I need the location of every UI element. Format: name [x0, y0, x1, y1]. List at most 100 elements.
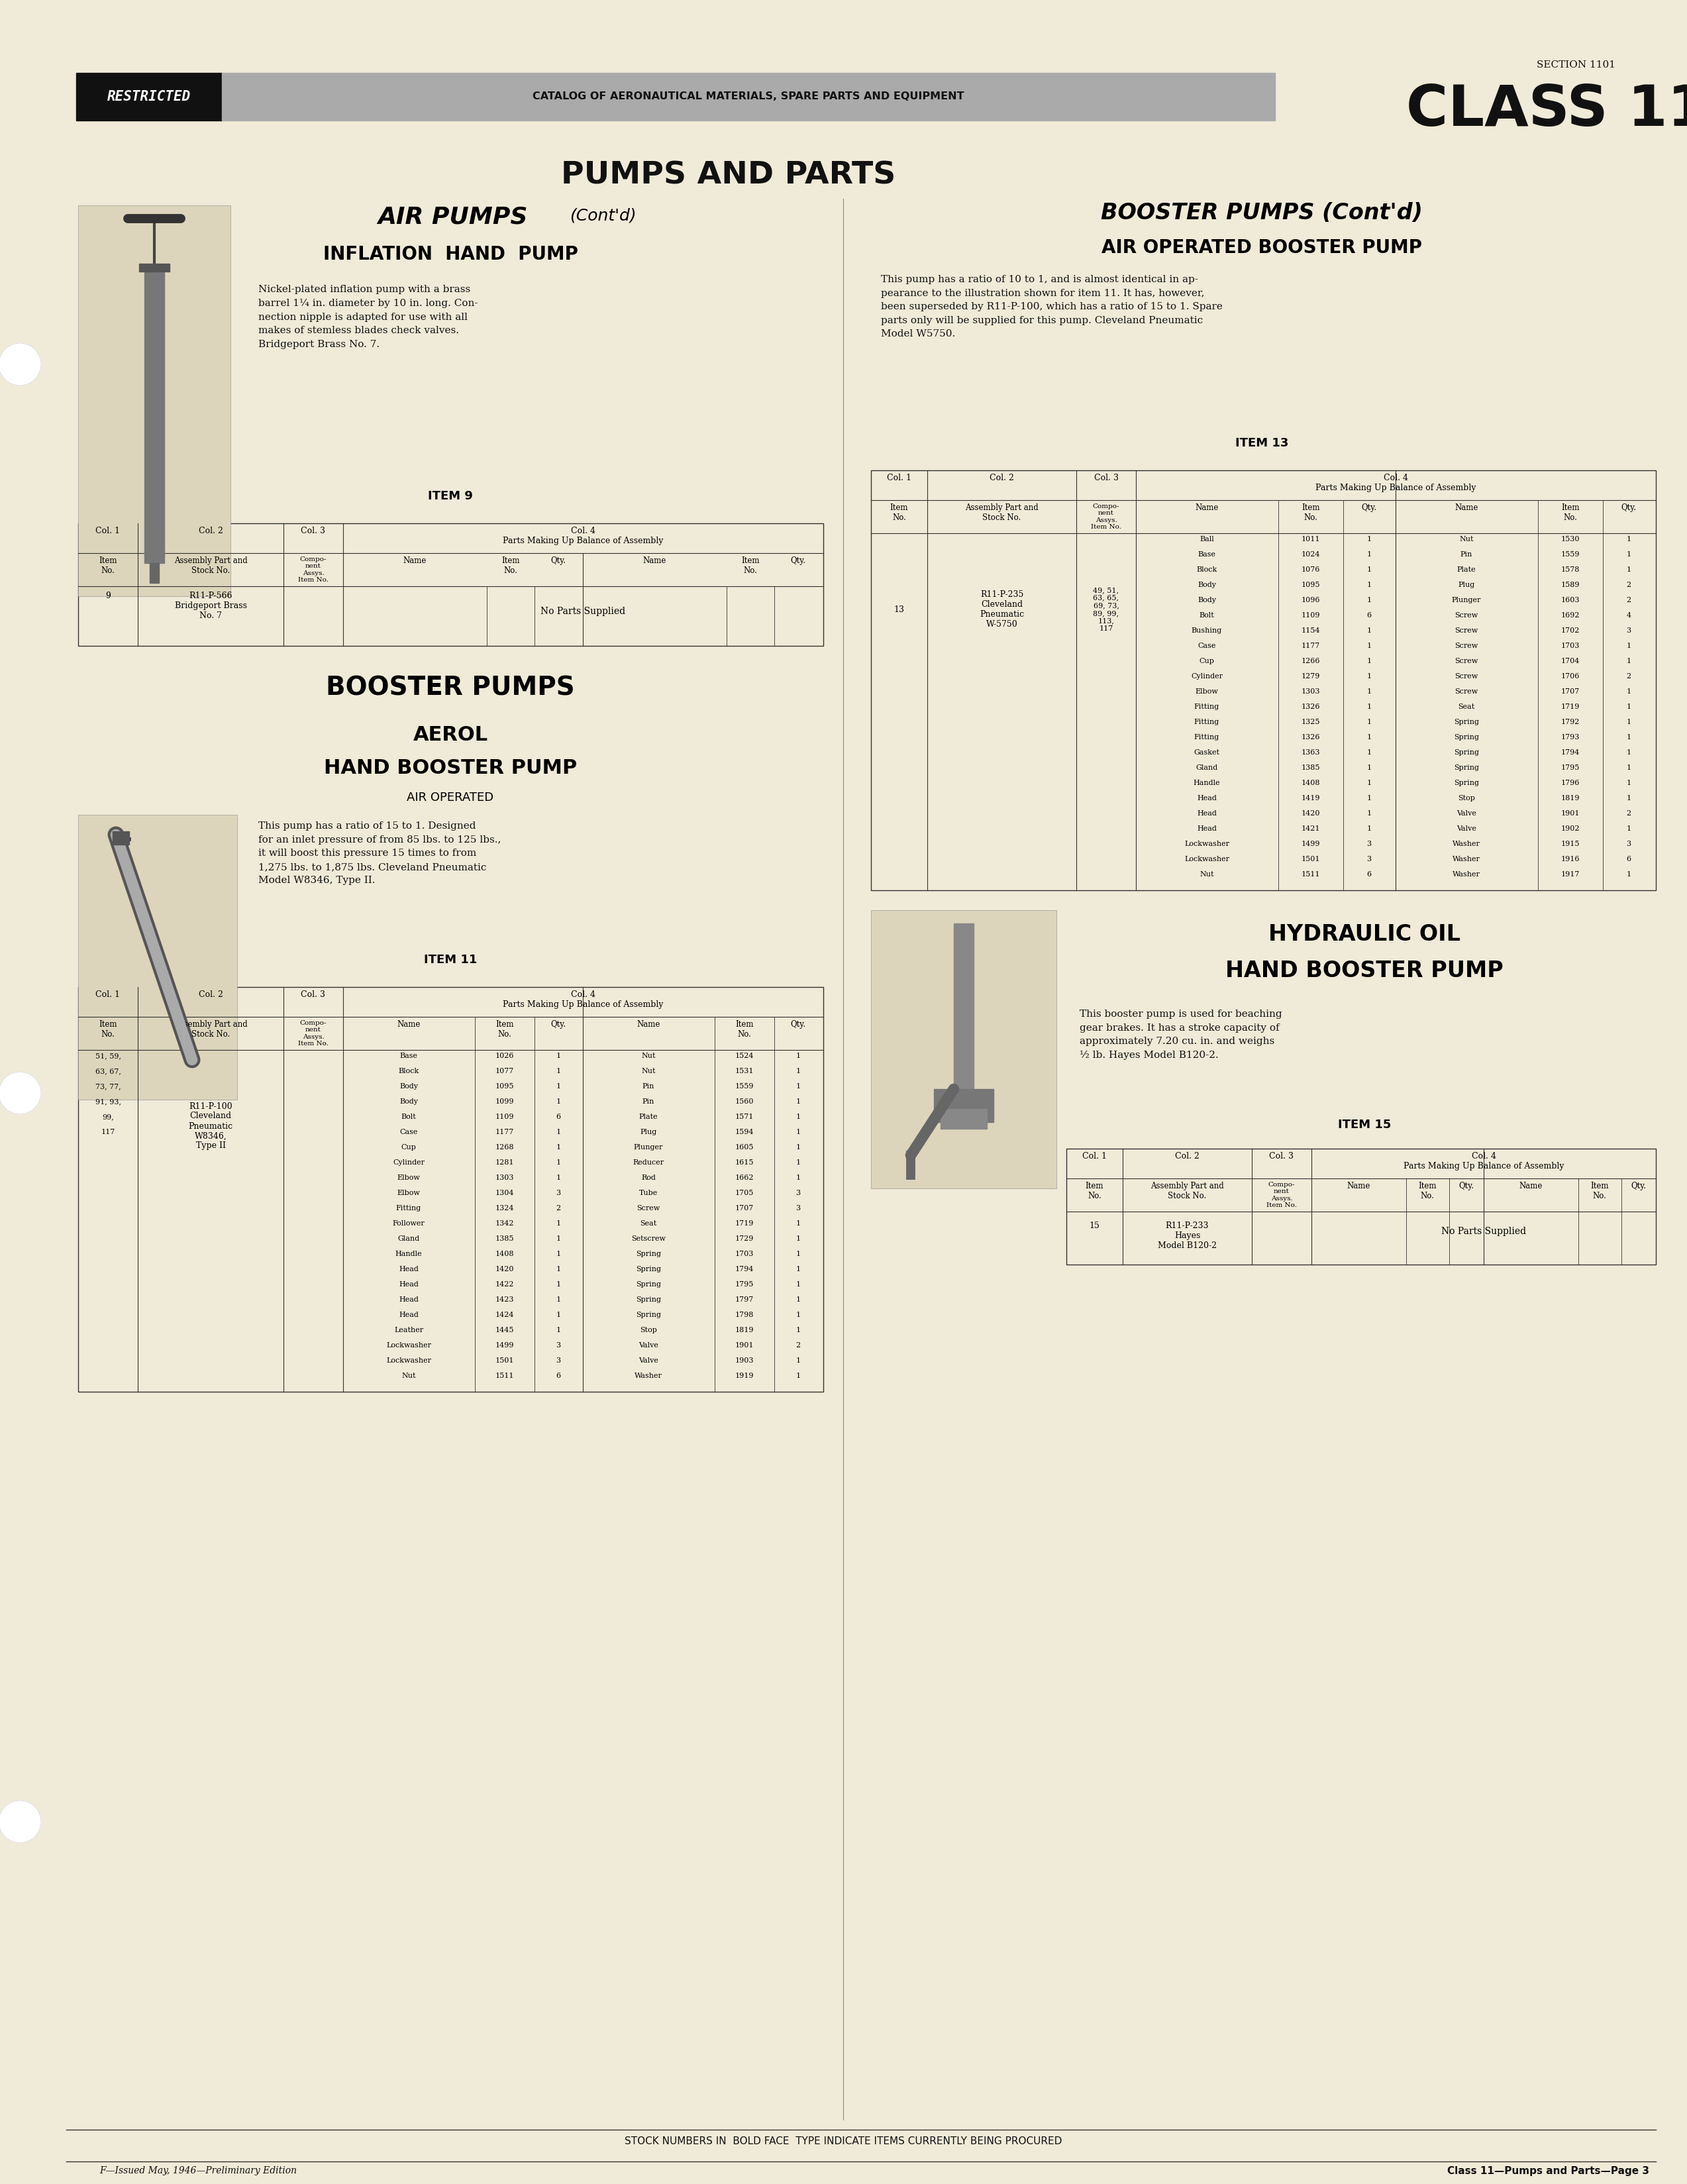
Text: 1560: 1560 [736, 1099, 754, 1105]
Text: 2: 2 [796, 1341, 801, 1350]
Text: Assembly Part and
Stock No.: Assembly Part and Stock No. [965, 505, 1039, 522]
Text: 49, 51,
63, 65,
69, 73,
89, 99,
113,
117: 49, 51, 63, 65, 69, 73, 89, 99, 113, 117 [1093, 587, 1118, 631]
Text: AEROL: AEROL [413, 725, 488, 745]
Text: Valve: Valve [639, 1341, 658, 1350]
Text: 1: 1 [1366, 596, 1372, 603]
Text: 2: 2 [557, 1206, 560, 1212]
Text: Gasket: Gasket [1194, 749, 1220, 756]
Text: 1719: 1719 [1560, 703, 1579, 710]
Text: Lockwasher: Lockwasher [1184, 841, 1230, 847]
Text: Parts Making Up Balance of Assembly: Parts Making Up Balance of Assembly [1404, 1162, 1564, 1171]
Text: 1: 1 [796, 1114, 801, 1120]
Text: 1: 1 [1366, 719, 1372, 725]
Text: 1707: 1707 [1560, 688, 1579, 695]
Text: 1: 1 [557, 1068, 560, 1075]
Text: 1794: 1794 [1560, 749, 1579, 756]
Text: 1: 1 [796, 1372, 801, 1378]
Text: Screw: Screw [1454, 688, 1478, 695]
Text: 1: 1 [1626, 642, 1631, 649]
Text: Stop: Stop [639, 1328, 656, 1334]
Text: 6: 6 [557, 1114, 560, 1120]
Text: 1792: 1792 [1560, 719, 1579, 725]
Text: 1603: 1603 [1560, 596, 1579, 603]
Text: Base: Base [400, 1053, 418, 1059]
Text: Screw: Screw [1454, 627, 1478, 633]
Bar [870, 470, 1657, 891]
Text: 3: 3 [796, 1190, 801, 1197]
Text: Follower: Follower [393, 1221, 425, 1227]
Text: 1420: 1420 [1301, 810, 1321, 817]
Text: 1: 1 [1366, 642, 1372, 649]
Text: 1719: 1719 [736, 1221, 754, 1227]
Text: Bushing: Bushing [1191, 627, 1221, 633]
Text: 1096: 1096 [1301, 596, 1321, 603]
Text: 1796: 1796 [1560, 780, 1579, 786]
Text: Compo-
nent
Assys.
Item No.: Compo- nent Assys. Item No. [299, 1020, 329, 1046]
Text: 1077: 1077 [496, 1068, 515, 1075]
Circle shape [0, 1072, 40, 1114]
Text: 1: 1 [1626, 550, 1631, 557]
Text: Block: Block [398, 1068, 418, 1075]
Text: Head: Head [398, 1282, 418, 1289]
Bar [870, 911, 1056, 1188]
Text: 1530: 1530 [1560, 535, 1579, 542]
Text: Qty.: Qty. [1361, 505, 1377, 511]
Text: 1819: 1819 [1560, 795, 1579, 802]
Text: 1: 1 [1626, 688, 1631, 695]
Text: 1: 1 [1366, 673, 1372, 679]
Text: No Parts Supplied: No Parts Supplied [542, 607, 626, 616]
Text: Item
No.: Item No. [1085, 1182, 1103, 1201]
Text: Head: Head [1196, 810, 1216, 817]
Text: Col. 4: Col. 4 [1471, 1151, 1496, 1160]
Text: Washer: Washer [1453, 841, 1479, 847]
Text: ITEM 9: ITEM 9 [428, 489, 472, 502]
Text: CATALOG OF AERONAUTICAL MATERIALS, SPARE PARTS AND EQUIPMENT: CATALOG OF AERONAUTICAL MATERIALS, SPARE… [533, 92, 965, 103]
Text: Col. 4: Col. 4 [570, 526, 596, 535]
Text: Compo-
nent
Assys.
Item No.: Compo- nent Assys. Item No. [299, 557, 329, 583]
Text: Nickel-plated inflation pump with a brass
barrel 1¼ in. diameter by 10 in. long.: Nickel-plated inflation pump with a bras… [258, 284, 477, 349]
Text: Plunger: Plunger [634, 1144, 663, 1151]
Text: 1: 1 [1366, 550, 1372, 557]
Text: Nut: Nut [1459, 535, 1473, 542]
Bar [953, 924, 973, 1109]
Text: 1: 1 [557, 1099, 560, 1105]
Text: 1501: 1501 [1301, 856, 1321, 863]
Text: 3: 3 [1626, 627, 1631, 633]
Text: Head: Head [398, 1267, 418, 1273]
Text: R11-P-100
Cleveland
Pneumatic
W8346,
Type II: R11-P-100 Cleveland Pneumatic W8346, Typ… [189, 1103, 233, 1151]
Text: 91, 93,: 91, 93, [94, 1099, 121, 1105]
Text: 6: 6 [1366, 871, 1372, 878]
Text: Assembly Part and
Stock No.: Assembly Part and Stock No. [174, 1020, 248, 1040]
Text: Nut: Nut [402, 1372, 415, 1378]
Text: 3: 3 [1366, 841, 1372, 847]
Text: Col. 3: Col. 3 [1093, 474, 1118, 483]
Text: Body: Body [400, 1099, 418, 1105]
Text: 1303: 1303 [496, 1175, 515, 1182]
Text: 1095: 1095 [1301, 581, 1321, 587]
Text: 1: 1 [796, 1129, 801, 1136]
Text: 1: 1 [796, 1144, 801, 1151]
Text: Spring: Spring [636, 1267, 661, 1273]
Text: Parts Making Up Balance of Assembly: Parts Making Up Balance of Assembly [503, 1000, 663, 1009]
Text: 1: 1 [796, 1328, 801, 1334]
Text: Screw: Screw [1454, 612, 1478, 618]
Text: Elbow: Elbow [396, 1175, 420, 1182]
Text: 1: 1 [1626, 566, 1631, 572]
Text: Compo-
nent
Assys.
Item No.: Compo- nent Assys. Item No. [1091, 505, 1122, 531]
Text: 2: 2 [1626, 581, 1631, 587]
Bar [78, 815, 238, 1099]
Text: Compo-
nent
Assys.
Item No.: Compo- nent Assys. Item No. [1267, 1182, 1297, 1208]
Text: 1: 1 [557, 1175, 560, 1182]
Text: Valve: Valve [1456, 826, 1476, 832]
Text: 1424: 1424 [496, 1313, 515, 1319]
Text: 1303: 1303 [1301, 688, 1321, 695]
Text: 1797: 1797 [736, 1297, 754, 1304]
Text: Name: Name [1346, 1182, 1370, 1190]
Text: 2: 2 [1626, 673, 1631, 679]
Text: STOCK NUMBERS IN  BOLD FACE  TYPE INDICATE ITEMS CURRENTLY BEING PROCURED: STOCK NUMBERS IN BOLD FACE TYPE INDICATE… [624, 2136, 1061, 2147]
Text: Head: Head [1196, 826, 1216, 832]
Bar [935, 1090, 994, 1123]
Text: 1422: 1422 [496, 1282, 515, 1289]
Text: 1109: 1109 [1301, 612, 1321, 618]
Text: 1615: 1615 [736, 1160, 754, 1166]
